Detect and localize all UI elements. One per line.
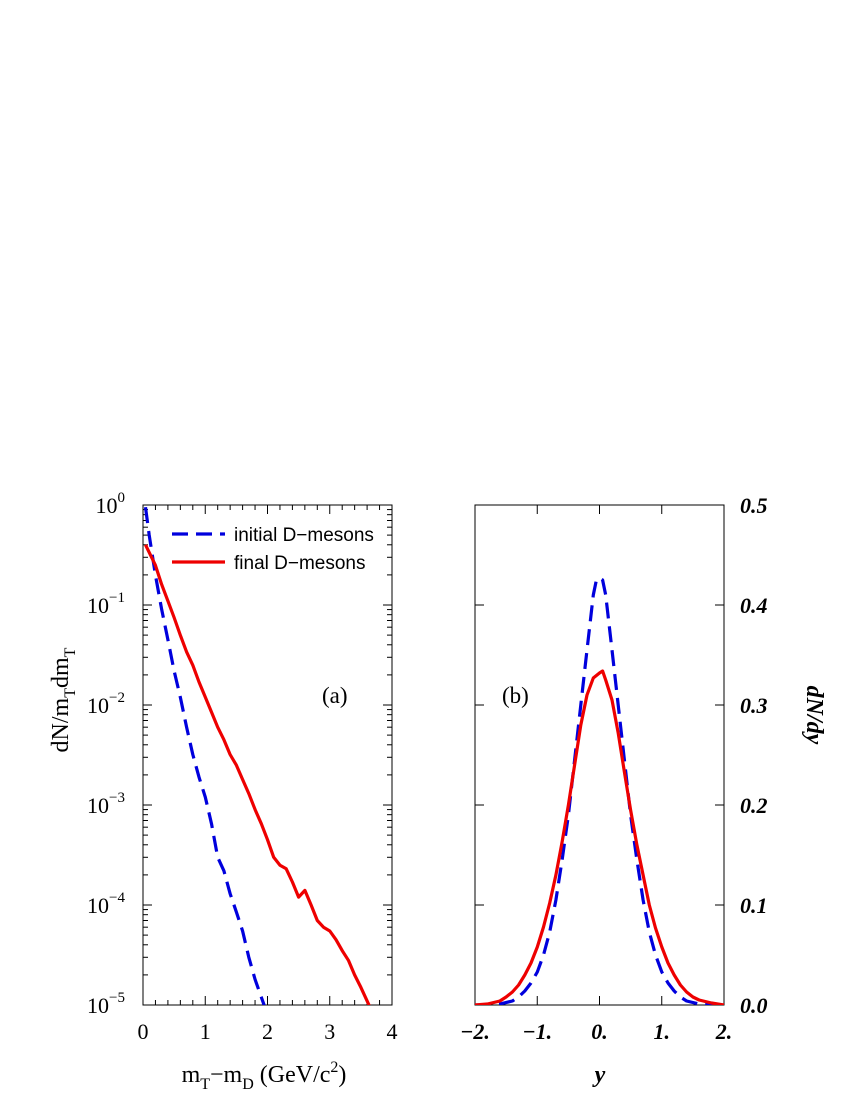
panel-b-rapidity-plot: 0.0 0.1 0.2 0.3 0.4 0.5 −2. −1. 0. 1. 2. (b) y dN/dy <box>460 493 827 1088</box>
x-tick-label-b: −1. <box>522 1019 552 1044</box>
y-tick-exponent: −4 <box>109 890 125 906</box>
panel-label-a: (a) <box>322 683 348 708</box>
x-tick-label-b: 1. <box>654 1019 671 1044</box>
x-title-unit: ) <box>338 1062 346 1088</box>
y-tick-exponent: 0 <box>118 490 126 506</box>
y-tick-exponent: −5 <box>109 990 125 1006</box>
x-axis-title-b: y <box>592 1062 606 1088</box>
y-tick-base: 10 <box>96 493 118 518</box>
y-tick-label-a: 10−5 <box>87 990 125 1018</box>
series-line-a-1 <box>144 544 371 1005</box>
x-tick-label-b: 0. <box>591 1019 608 1044</box>
y-tick-base: 10 <box>87 793 109 818</box>
x-title-sup: 2 <box>330 1059 338 1076</box>
y-tick-base: 10 <box>87 693 109 718</box>
y-axis-title-b: dN/dy <box>801 686 827 745</box>
y-tick-label-b: 0.1 <box>740 893 768 918</box>
y-tick-label-b: 0.0 <box>740 993 768 1018</box>
y-tick-base: 10 <box>87 593 109 618</box>
y-title-sub: T <box>62 688 79 698</box>
x-tick-label-a: 1 <box>200 1019 211 1044</box>
plot-frame-a <box>142 504 393 1006</box>
y-tick-label-a: 10−2 <box>87 690 125 718</box>
series-line-b-0 <box>475 576 724 1005</box>
y-tick-label-b: 0.2 <box>740 793 768 818</box>
x-title-part: −m <box>210 1062 243 1088</box>
x-title-unit: (GeV/c <box>254 1062 331 1088</box>
x-title-sub: T <box>200 1076 210 1093</box>
y-tick-label-a: 10−4 <box>87 890 125 918</box>
y-tick-label-a: 10−3 <box>87 790 125 818</box>
series-line-a-0 <box>143 506 266 1005</box>
x-title-sub: D <box>242 1076 254 1093</box>
x-tick-label-a: 0 <box>138 1019 149 1044</box>
x-title-part: m <box>182 1062 201 1088</box>
y-tick-label-a: 10−1 <box>87 590 125 618</box>
series-line-b-1 <box>475 669 724 1005</box>
y-tick-exponent: −2 <box>109 690 125 706</box>
y-tick-label-a: 100 <box>96 490 126 518</box>
y-tick-base: 10 <box>87 993 109 1018</box>
legend-label-0: initial D−mesons <box>234 525 374 546</box>
y-axis-title-a: dN/mTdmT <box>48 647 79 752</box>
y-title-sub: T <box>62 647 79 657</box>
y-tick-exponent: −3 <box>109 790 125 806</box>
x-tick-label-a: 3 <box>324 1019 335 1044</box>
x-tick-label-a: 2 <box>262 1019 273 1044</box>
y-tick-exponent: −1 <box>109 590 125 606</box>
y-tick-base: 10 <box>87 893 109 918</box>
y-title-part: dN/m <box>48 697 74 752</box>
y-tick-label-b: 0.5 <box>740 493 768 518</box>
legend-label-1: final D−mesons <box>234 553 365 574</box>
x-axis-title-a: mT−mD (GeV/c2) <box>182 1059 347 1093</box>
y-tick-label-b: 0.4 <box>740 593 768 618</box>
plot-frame-b <box>474 504 725 1006</box>
x-tick-label-b: 2. <box>715 1019 733 1044</box>
x-tick-label-b: −2. <box>460 1019 490 1044</box>
y-tick-label-b: 0.3 <box>740 693 768 718</box>
y-title-part: dm <box>48 657 74 688</box>
x-tick-label-a: 4 <box>387 1019 398 1044</box>
panel-label-b: (b) <box>502 683 529 708</box>
